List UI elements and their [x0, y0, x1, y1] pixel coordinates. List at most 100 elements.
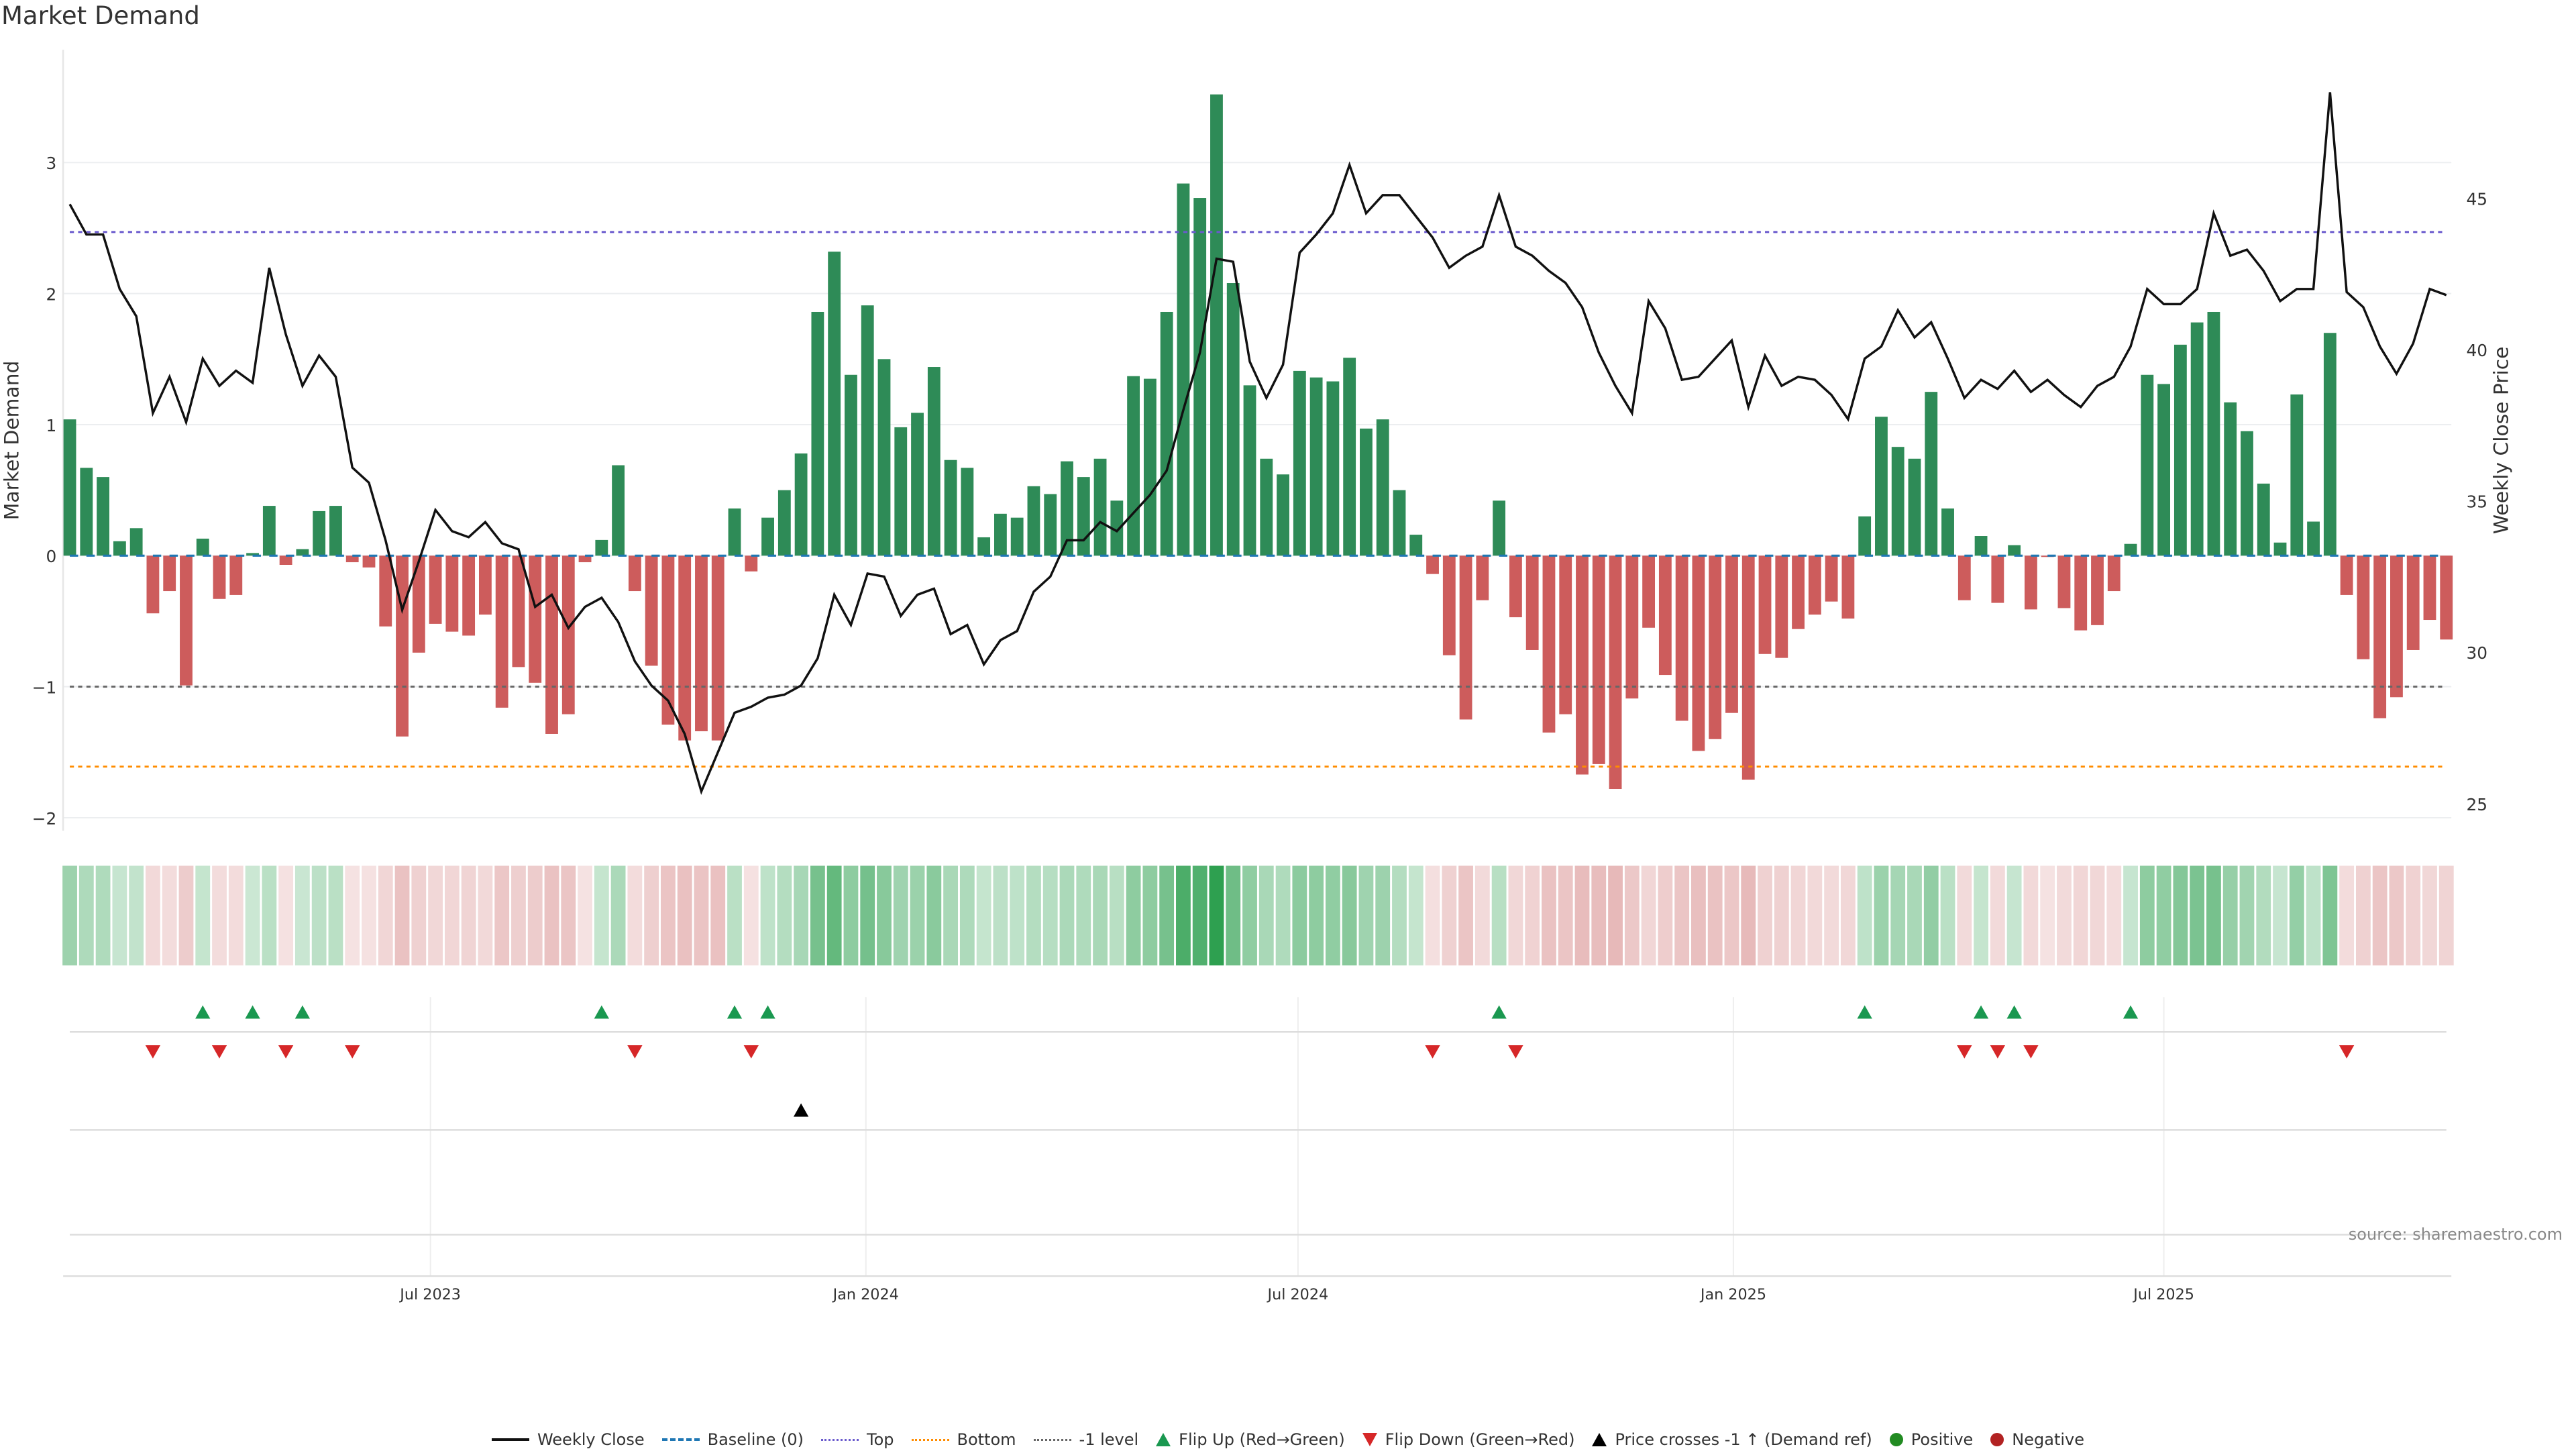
- heat-cell: [1824, 865, 1839, 966]
- flip-down-marker: [1425, 1045, 1440, 1059]
- heat-cell: [627, 865, 643, 966]
- bar-positive: [1010, 517, 1024, 556]
- heat-cell: [727, 865, 742, 966]
- flip-down-marker: [2339, 1045, 2355, 1059]
- heat-cell: [1840, 865, 1856, 966]
- heat-cell: [2023, 865, 2039, 966]
- bar-positive: [1044, 494, 1057, 556]
- heat-cell: [228, 865, 244, 966]
- bar-positive: [1226, 283, 1240, 556]
- heat-cell: [1109, 865, 1124, 966]
- bar-positive: [1376, 419, 1389, 556]
- heat-cell: [1226, 865, 1241, 966]
- heat-cell: [1258, 865, 1274, 966]
- dotted-swatch-icon: [911, 1438, 949, 1441]
- heat-cell: [1790, 865, 1806, 966]
- flip-up-marker: [1857, 1005, 1872, 1019]
- legend-minus1[interactable]: -1 level: [1033, 1430, 1139, 1449]
- legend-label: -1 level: [1079, 1430, 1139, 1449]
- heat-cell: [959, 865, 975, 966]
- bar-positive: [927, 367, 941, 556]
- heat-cell: [2156, 865, 2171, 966]
- bar-positive: [2224, 402, 2237, 556]
- heat-cell: [2090, 865, 2105, 966]
- heat-cell: [1691, 865, 1706, 966]
- heat-cell: [146, 865, 160, 966]
- bar-negative: [362, 555, 376, 568]
- bar-negative: [1841, 555, 1855, 619]
- bar-positive: [2307, 521, 2320, 556]
- legend-weekly-close[interactable]: Weekly Close: [491, 1430, 645, 1449]
- y-tick-label: 1: [46, 416, 56, 435]
- bar-negative: [478, 555, 492, 615]
- heat-cell: [1741, 865, 1756, 966]
- heat-cell: [1408, 865, 1424, 966]
- bar-negative: [695, 555, 708, 732]
- heat-cell: [760, 865, 775, 966]
- bar-negative: [1658, 555, 1672, 676]
- heat-cell: [610, 865, 626, 966]
- bar-positive: [1243, 385, 1256, 556]
- legend-label: Top: [867, 1430, 894, 1449]
- bar-positive: [1875, 417, 1888, 556]
- heat-cell: [1758, 865, 1772, 966]
- heat-cell: [1275, 865, 1291, 966]
- heat-cell: [777, 865, 792, 966]
- bar-negative: [396, 555, 409, 737]
- bar-positive: [845, 374, 857, 556]
- flip-down-marker: [211, 1045, 227, 1059]
- heat-cell: [461, 865, 476, 966]
- bar-positive: [2141, 374, 2154, 556]
- bar-positive: [1293, 370, 1306, 556]
- bar-negative: [545, 555, 558, 734]
- legend-negative[interactable]: Negative: [1990, 1430, 2084, 1449]
- bar-positive: [1027, 486, 1040, 556]
- bar-negative: [1426, 555, 1439, 574]
- legend-top[interactable]: Top: [821, 1430, 894, 1449]
- x-tick-label: Jul 2023: [398, 1286, 461, 1303]
- y2-tick-label: 30: [2466, 643, 2487, 663]
- legend-flip-down[interactable]: Flip Down (Green→Red): [1362, 1430, 1574, 1449]
- bar-positive: [1309, 377, 1323, 556]
- flip-down-marker: [2023, 1045, 2039, 1059]
- legend-flip-up[interactable]: Flip Up (Red→Green): [1156, 1430, 1345, 1449]
- bar-negative: [1758, 555, 1772, 654]
- legend-label: Baseline (0): [707, 1430, 804, 1449]
- bar-negative: [678, 555, 692, 741]
- heat-cell: [95, 865, 111, 966]
- bar-positive: [1858, 516, 1872, 556]
- bar-positive: [1393, 490, 1406, 556]
- triangle-down-icon: [1362, 1433, 1377, 1446]
- heat-cell: [1641, 865, 1656, 966]
- legend-baseline[interactable]: Baseline (0): [661, 1430, 804, 1449]
- heat-cell: [594, 865, 609, 966]
- heat-cell: [2073, 865, 2088, 966]
- heat-cell: [677, 865, 692, 966]
- x-tick-label: Jan 2024: [832, 1286, 899, 1303]
- heat-cell: [1658, 865, 1673, 966]
- heat-cell: [1724, 865, 1739, 966]
- heat-cell: [2406, 865, 2421, 966]
- y2-axis-title: Weekly Close Price: [2489, 347, 2513, 535]
- heat-cell: [1957, 865, 1972, 966]
- bar-negative: [2440, 555, 2453, 640]
- bar-positive: [1908, 458, 1921, 556]
- bar-negative: [561, 555, 575, 714]
- heat-cell: [1890, 865, 1906, 966]
- heat-cell: [893, 865, 908, 966]
- bar-positive: [877, 359, 891, 556]
- bar-positive: [1941, 508, 1954, 556]
- legend-bottom[interactable]: Bottom: [911, 1430, 1016, 1449]
- bar-positive: [811, 311, 824, 556]
- legend-label: Positive: [1911, 1430, 1974, 1449]
- bar-negative: [1442, 555, 1456, 655]
- heat-cell: [2206, 865, 2221, 966]
- bar-positive: [1061, 461, 1073, 556]
- legend-positive[interactable]: Positive: [1889, 1430, 1974, 1449]
- bar-negative: [1542, 555, 1556, 733]
- heat-cell: [1591, 865, 1607, 966]
- triangle-up-icon: [1156, 1433, 1171, 1446]
- heat-cell: [943, 865, 958, 966]
- legend-price-cross[interactable]: Price crosses -1 ↑ (Demand ref): [1592, 1430, 1872, 1449]
- flip-up-marker: [245, 1005, 260, 1019]
